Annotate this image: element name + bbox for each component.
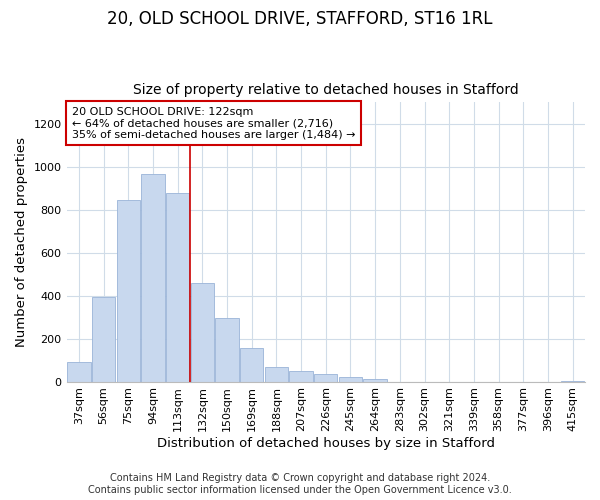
Bar [561,380,584,382]
Bar [265,366,288,382]
Text: 20, OLD SCHOOL DRIVE, STAFFORD, ST16 1RL: 20, OLD SCHOOL DRIVE, STAFFORD, ST16 1RL [107,10,493,28]
Bar [364,380,387,382]
Bar [141,174,164,382]
X-axis label: Distribution of detached houses by size in Stafford: Distribution of detached houses by size … [157,437,495,450]
Title: Size of property relative to detached houses in Stafford: Size of property relative to detached ho… [133,83,518,97]
Bar [240,348,263,382]
Y-axis label: Number of detached properties: Number of detached properties [15,137,28,347]
Bar [67,362,91,382]
Bar [116,200,140,382]
Bar [166,192,190,382]
Text: Contains HM Land Registry data © Crown copyright and database right 2024.
Contai: Contains HM Land Registry data © Crown c… [88,474,512,495]
Bar [191,283,214,382]
Text: 20 OLD SCHOOL DRIVE: 122sqm
← 64% of detached houses are smaller (2,716)
35% of : 20 OLD SCHOOL DRIVE: 122sqm ← 64% of det… [72,106,355,140]
Bar [92,296,115,382]
Bar [339,378,362,382]
Bar [215,318,239,382]
Bar [289,371,313,382]
Bar [314,374,337,382]
